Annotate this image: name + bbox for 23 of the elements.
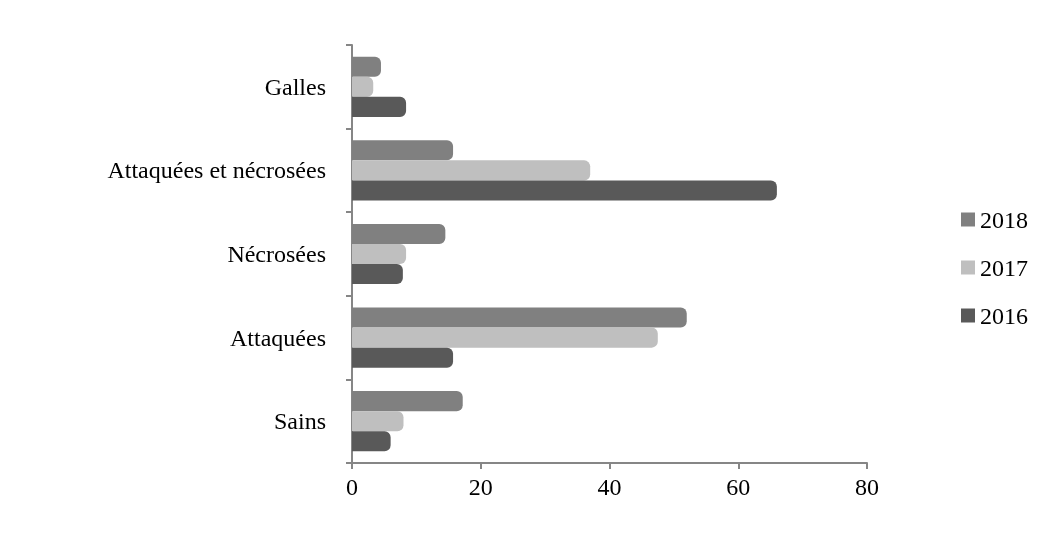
x-tick-label: 0 [346,474,358,500]
x-tick-label: 40 [597,474,622,500]
bar [352,76,374,97]
bar [352,180,777,201]
y-tick-label: Attaquées [230,324,326,351]
bar [352,96,407,117]
bar [352,243,407,265]
x-tick-label: 20 [468,474,493,500]
legend-label: 2017 [980,254,1028,281]
bar [352,411,404,432]
x-tick-label: 60 [726,474,751,500]
x-tick-label: 80 [855,474,879,500]
bar [352,431,391,452]
y-tick-label: Nécrosées [227,241,326,267]
bar [352,347,454,368]
legend-label: 2016 [980,302,1028,329]
bar [352,327,658,348]
bar [352,264,403,285]
y-tick-label: Sains [273,408,326,435]
legend-label: 2018 [980,206,1028,233]
y-tick-label: Attaquées et nécrosées [107,157,326,184]
bar [352,160,591,181]
y-tick-label: Galles [264,73,326,100]
